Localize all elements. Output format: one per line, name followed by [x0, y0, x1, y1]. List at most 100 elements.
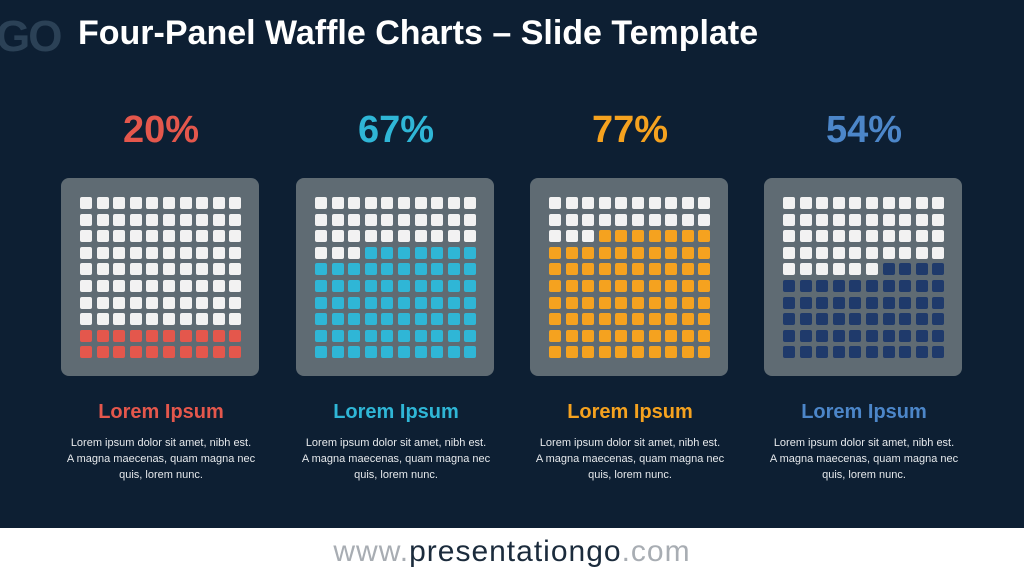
waffle-cell-filled: [348, 329, 361, 342]
waffle-cell-filled: [348, 346, 361, 359]
waffle-cell-filled: [849, 329, 862, 342]
waffle-cell-filled: [866, 346, 878, 359]
waffle-cell-filled: [565, 246, 578, 259]
waffle-cell-empty: [129, 296, 142, 309]
waffle-cell-filled: [315, 263, 327, 276]
waffle-cell-empty: [96, 246, 109, 259]
waffle-cell-filled: [915, 313, 928, 326]
panel-4: 54% Lorem Ipsum Lorem ipsum dolor sit am…: [764, 105, 964, 481]
waffle-cell-filled: [632, 313, 644, 326]
waffle-cell-filled: [129, 346, 142, 359]
waffle-cell-empty: [348, 213, 361, 226]
waffle-cell-empty: [915, 197, 928, 209]
waffle-cell-empty: [96, 313, 109, 326]
waffle-cell-filled: [464, 346, 477, 359]
waffle-cell-empty: [783, 246, 795, 259]
waffle-cell-empty: [882, 197, 895, 209]
waffle-cell-empty: [447, 230, 460, 243]
waffle-cell-empty: [381, 213, 394, 226]
waffle-cell-filled: [698, 296, 711, 309]
waffle-cell-empty: [364, 197, 377, 209]
waffle-cell-empty: [783, 213, 795, 226]
waffle-cell-filled: [315, 313, 327, 326]
waffle-cell-empty: [665, 197, 678, 209]
waffle-cell-empty: [196, 263, 209, 276]
waffle-cell-filled: [96, 329, 109, 342]
waffle-cell-filled: [698, 230, 711, 243]
waffle-cell-filled: [565, 346, 578, 359]
waffle-cell-empty: [179, 313, 192, 326]
waffle-cell-filled: [915, 329, 928, 342]
waffle-cell-filled: [447, 346, 460, 359]
waffle-cell-empty: [163, 263, 175, 276]
waffle-cell-filled: [331, 313, 344, 326]
logo-mark: GO: [0, 12, 62, 61]
waffle-cell-empty: [80, 263, 92, 276]
waffle-cell-empty: [229, 280, 242, 292]
waffle-cell-filled: [615, 280, 628, 292]
waffle-cell-empty: [915, 246, 928, 259]
waffle-cell-empty: [331, 246, 344, 259]
waffle-cell-filled: [113, 346, 126, 359]
panel-body-text: Lorem ipsum dolor sit amet, nibh est. A …: [510, 435, 750, 483]
waffle-cell-filled: [565, 329, 578, 342]
waffle-cell-empty: [632, 213, 644, 226]
waffle-cell-filled: [598, 246, 611, 259]
waffle-cell-empty: [163, 213, 175, 226]
panel-heading: Lorem Ipsum: [98, 401, 224, 423]
waffle-cell-filled: [615, 346, 628, 359]
waffle-cell-empty: [113, 296, 126, 309]
waffle-grid: [764, 178, 962, 376]
waffle-cell-empty: [932, 230, 945, 243]
waffle-cell-empty: [129, 280, 142, 292]
waffle-cell-filled: [598, 263, 611, 276]
waffle-cell-empty: [212, 313, 225, 326]
waffle-cell-empty: [80, 197, 92, 209]
waffle-cell-filled: [849, 296, 862, 309]
waffle-cell-empty: [632, 197, 644, 209]
waffle-cell-empty: [698, 197, 711, 209]
waffle-cell-filled: [447, 246, 460, 259]
waffle-cell-filled: [163, 346, 175, 359]
waffle-cell-empty: [146, 263, 159, 276]
waffle-cell-filled: [915, 296, 928, 309]
waffle-cell-empty: [80, 246, 92, 259]
waffle-cell-empty: [179, 213, 192, 226]
waffle-cell-filled: [331, 280, 344, 292]
waffle-cell-empty: [348, 230, 361, 243]
waffle-cell-empty: [113, 246, 126, 259]
waffle-cell-empty: [146, 313, 159, 326]
waffle-cell-empty: [431, 197, 444, 209]
waffle-cell-filled: [381, 346, 394, 359]
body-line: quis, lorem nunc.: [588, 469, 672, 481]
waffle-cell-empty: [80, 213, 92, 226]
waffle-cell-empty: [447, 197, 460, 209]
waffle-cell-empty: [129, 246, 142, 259]
waffle-cell-filled: [414, 263, 427, 276]
waffle-cell-filled: [799, 313, 812, 326]
waffle-cell-filled: [615, 296, 628, 309]
waffle-cell-filled: [381, 263, 394, 276]
waffle-cell-filled: [381, 329, 394, 342]
waffle-cell-empty: [816, 230, 829, 243]
waffle-cell-empty: [832, 197, 845, 209]
waffle-cell-empty: [866, 230, 878, 243]
waffle-cell-empty: [113, 263, 126, 276]
waffle-cell-filled: [698, 329, 711, 342]
waffle-cell-filled: [315, 346, 327, 359]
waffle-cell-empty: [113, 213, 126, 226]
waffle-cell-filled: [398, 329, 410, 342]
waffle-cell-empty: [331, 213, 344, 226]
panel-heading: Lorem Ipsum: [801, 401, 927, 423]
footer-brand: presentationgo: [409, 535, 622, 568]
waffle-cell-filled: [598, 313, 611, 326]
waffle-cell-filled: [665, 296, 678, 309]
panel-3: 77% Lorem Ipsum Lorem ipsum dolor sit am…: [530, 105, 730, 481]
waffle-cell-filled: [582, 346, 595, 359]
waffle-cell-filled: [899, 346, 912, 359]
waffle-cell-empty: [163, 230, 175, 243]
waffle-cell-filled: [179, 329, 192, 342]
body-line: A magna maecenas, quam magna nec: [301, 453, 491, 465]
waffle-cell-empty: [146, 230, 159, 243]
waffle-cell-empty: [849, 246, 862, 259]
